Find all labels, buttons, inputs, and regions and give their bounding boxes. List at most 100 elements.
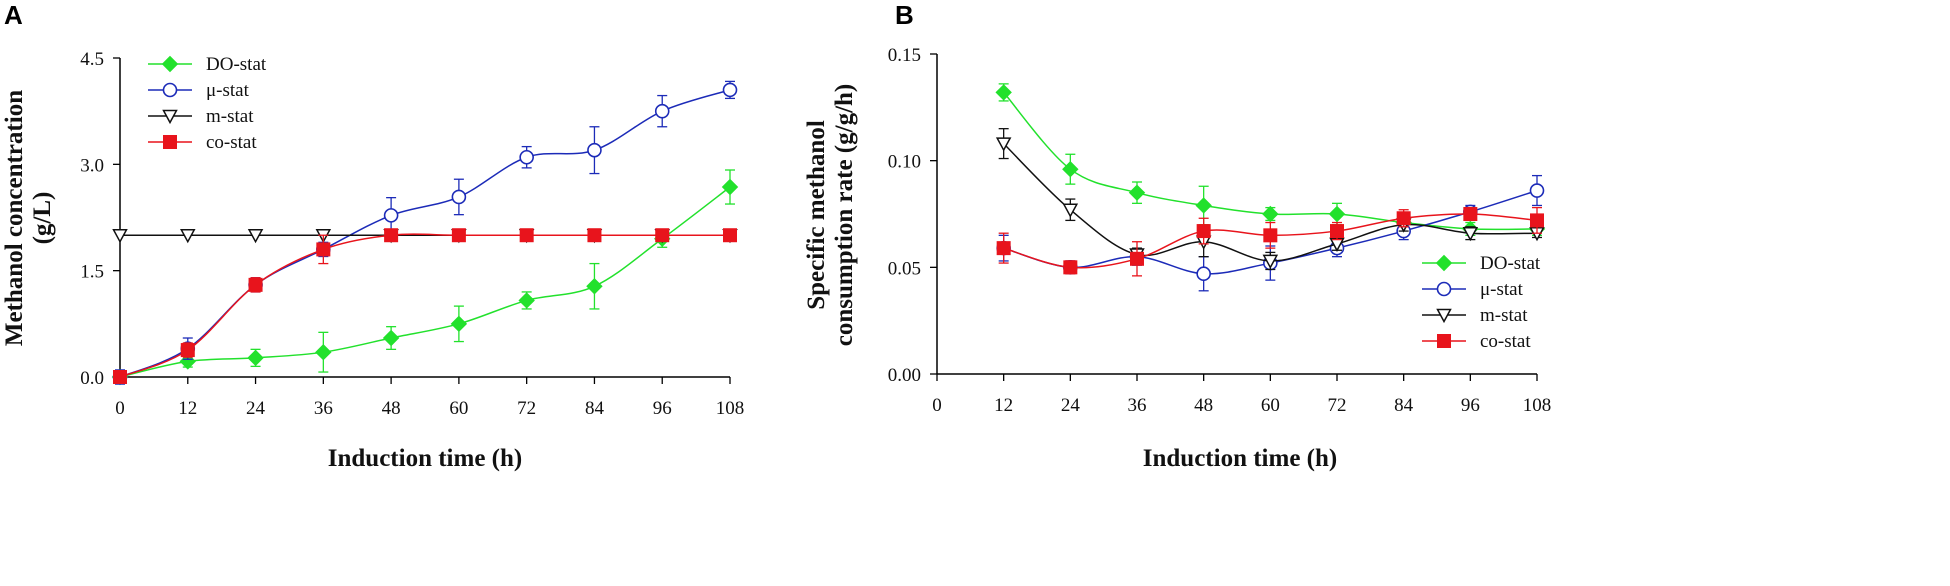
legend-entry-a-1: DO-stat	[148, 54, 267, 75]
y-axis-title-a-line2: (g/L)	[29, 192, 56, 245]
data-point	[1396, 211, 1411, 226]
y-tick-label-b: 0.15	[888, 45, 921, 66]
y-tick-label-b: 0.05	[888, 258, 921, 279]
data-point	[1063, 260, 1078, 275]
x-tick-label-a: 108	[716, 398, 745, 419]
legend-a: DO-stat μ-stat m-stat co-stat	[148, 54, 267, 153]
data-point	[722, 82, 738, 98]
legend-label: DO-stat	[206, 54, 267, 75]
legend-marker	[1435, 254, 1453, 272]
data-point	[1530, 213, 1544, 228]
data-point	[655, 228, 670, 243]
data-point	[383, 208, 399, 223]
legend-marker	[1436, 308, 1452, 324]
data-point	[1328, 205, 1346, 223]
legend-entry-b-3: m-stat	[1422, 305, 1528, 326]
x-tick-label-a: 96	[653, 398, 672, 419]
data-point	[721, 178, 739, 196]
series-line	[119, 233, 730, 378]
x-tick-label-a: 12	[178, 398, 197, 419]
legend-marker	[162, 109, 178, 125]
x-tick-label-b: 72	[1328, 395, 1347, 416]
legend-label: μ-stat	[1480, 279, 1524, 300]
legend-label: m-stat	[1480, 305, 1528, 326]
x-tick-label-b: 24	[1061, 395, 1081, 416]
series-a-4	[113, 228, 737, 384]
data-point	[519, 228, 534, 243]
x-tick-label-b: 96	[1461, 395, 1480, 416]
data-point	[450, 315, 468, 333]
y-tick-label-a: 0.0	[80, 368, 104, 389]
data-point	[587, 228, 602, 243]
data-point	[1262, 254, 1279, 270]
y-axis-title-b-line1: Specific methanol	[803, 120, 830, 310]
series-a-1	[111, 169, 739, 386]
y-axis-title-a-line1: Methanol concentration	[1, 90, 28, 346]
data-point	[1130, 251, 1144, 266]
x-tick-label-b: 48	[1194, 395, 1213, 416]
x-tick-label-b: 12	[994, 395, 1013, 416]
x-axis-title-b: Induction time (h)	[1143, 445, 1337, 472]
data-point	[586, 278, 603, 295]
data-point	[654, 103, 670, 119]
legend-marker	[163, 135, 177, 149]
data-point	[1462, 226, 1479, 242]
panel-label-a: A	[4, 0, 23, 30]
data-point	[382, 329, 400, 347]
axes-b: 0 12 24 36 48 60 72 84 96 108 0.00 0.05 0.10 0.15	[888, 45, 1552, 416]
x-tick-label-a: 36	[314, 398, 333, 419]
data-point	[1062, 160, 1079, 178]
x-axis-title-a: Induction time (h)	[328, 445, 522, 472]
y-tick-label-b: 0.00	[888, 365, 921, 386]
data-point	[384, 228, 399, 243]
data-point	[995, 137, 1012, 152]
x-tick-label-a: 48	[382, 398, 401, 419]
x-tick-label-b: 108	[1523, 395, 1552, 416]
data-point	[113, 370, 127, 384]
x-tick-label-a: 24	[246, 398, 266, 419]
legend-label: μ-stat	[206, 80, 250, 101]
legend-marker	[1436, 281, 1452, 297]
x-tick-label-b: 60	[1261, 395, 1280, 416]
data-point	[995, 84, 1012, 101]
data-point	[1263, 228, 1278, 243]
data-point	[1128, 184, 1146, 201]
plot-area-a	[111, 80, 739, 386]
legend-entry-b-1: DO-stat	[1422, 253, 1541, 274]
data-point	[1463, 207, 1478, 221]
data-point	[1196, 266, 1211, 282]
data-point	[1529, 183, 1545, 198]
y-tick-label-b: 0.10	[888, 152, 921, 173]
legend-marker	[162, 82, 178, 98]
data-point	[518, 292, 535, 309]
data-point	[316, 242, 331, 257]
panel-label-b: B	[895, 0, 914, 30]
legend-label: co-stat	[206, 132, 257, 153]
series-b-4	[996, 206, 1544, 277]
panel-b: B 0 12 24 36 48 60 72 84 96 108 0.00 0.05 0.10 0.15 D…	[803, 0, 1551, 472]
y-tick-label-a: 3.0	[80, 155, 104, 176]
y-tick-label-a: 1.5	[80, 262, 104, 283]
data-point	[1062, 203, 1079, 218]
legend-entry-b-4: co-stat	[1422, 331, 1531, 352]
data-point	[180, 343, 195, 358]
data-point	[451, 228, 466, 243]
data-point	[1262, 205, 1279, 223]
data-point	[451, 189, 467, 205]
legend-entry-b-2: μ-stat	[1422, 279, 1524, 300]
legend-label: DO-stat	[1480, 253, 1541, 274]
x-tick-label-b: 36	[1128, 395, 1147, 416]
panel-a: A 0 12 24 36 48 60 72 84 96 108 0.0 1.5 3.0 4.5 DO-st…	[1, 0, 744, 472]
data-point	[519, 149, 534, 165]
x-tick-label-b: 84	[1394, 395, 1414, 416]
x-tick-label-b: 0	[932, 395, 942, 416]
axes-a: 0 12 24 36 48 60 72 84 96 108 0.0 1.5 3.0 4.5	[80, 49, 744, 419]
series-line	[119, 186, 731, 378]
y-axis-title-b-line2: consumption rate (g/g/h)	[831, 84, 858, 347]
data-point	[1330, 224, 1344, 239]
plot-area-b	[995, 83, 1546, 292]
data-point	[247, 349, 264, 367]
data-point	[315, 343, 332, 361]
x-tick-label-a: 72	[517, 398, 536, 419]
